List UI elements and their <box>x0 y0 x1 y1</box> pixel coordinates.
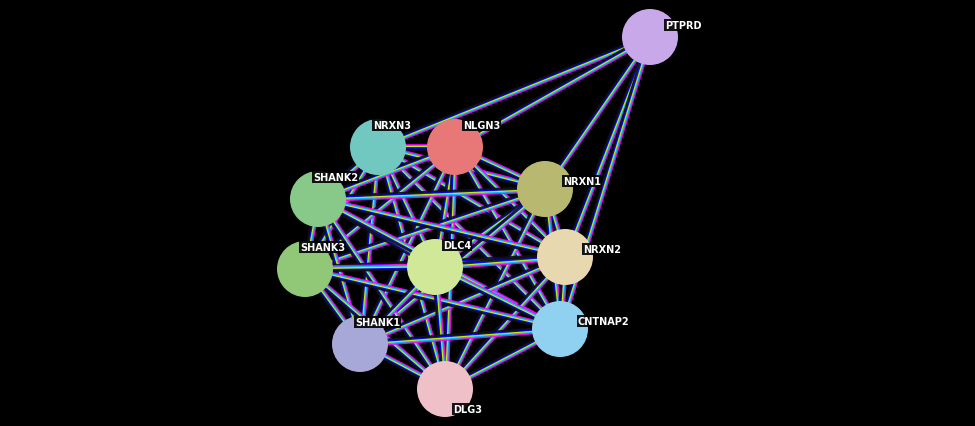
Circle shape <box>350 120 406 176</box>
Text: SHANK1: SHANK1 <box>355 317 400 327</box>
Circle shape <box>517 161 573 218</box>
Circle shape <box>417 361 473 417</box>
Text: CNTNAP2: CNTNAP2 <box>578 316 630 326</box>
Circle shape <box>407 239 463 295</box>
Circle shape <box>537 230 593 285</box>
Text: DLG3: DLG3 <box>453 404 482 414</box>
Circle shape <box>332 316 388 372</box>
Text: NRXN1: NRXN1 <box>563 177 601 187</box>
Text: PTPRD: PTPRD <box>665 21 701 31</box>
Circle shape <box>427 120 483 176</box>
Circle shape <box>290 172 346 227</box>
Circle shape <box>277 242 333 297</box>
Circle shape <box>532 301 588 357</box>
Text: NRXN2: NRXN2 <box>583 245 621 254</box>
Text: NRXN3: NRXN3 <box>373 121 411 131</box>
Text: SHANK3: SHANK3 <box>300 242 345 253</box>
Text: NLGN3: NLGN3 <box>463 121 500 131</box>
Text: DLC4: DLC4 <box>443 240 471 250</box>
Circle shape <box>622 10 678 66</box>
Text: SHANK2: SHANK2 <box>313 173 358 183</box>
